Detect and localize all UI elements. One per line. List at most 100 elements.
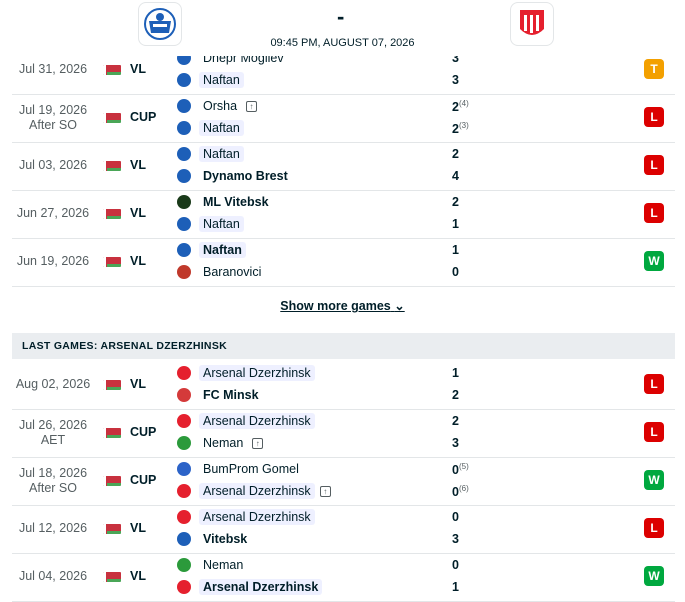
- game-date: Aug 02, 2026: [15, 377, 91, 391]
- team-logo-icon: [177, 462, 191, 476]
- belarus-flag-icon: [103, 524, 121, 534]
- match-header: - 09:45 PM, AUGUST 07, 2026: [0, 0, 685, 56]
- team-logo-icon: [177, 147, 191, 161]
- away-team[interactable]: Arsenal Dzerzhinsk: [177, 577, 323, 597]
- away-team[interactable]: FC Minsk: [177, 385, 263, 405]
- away-team[interactable]: Naftan: [177, 70, 244, 90]
- result-badge: L: [644, 422, 664, 442]
- game-row[interactable]: Jul 03, 2026 VL Naftan 2 Dynamo Brest 4 L: [12, 142, 675, 191]
- home-team[interactable]: Arsenal Dzerzhinsk: [177, 411, 315, 431]
- away-score: 3: [452, 532, 459, 546]
- away-team[interactable]: Arsenal Dzerzhinsk ↑: [177, 481, 331, 501]
- team-logo-icon: [177, 388, 191, 402]
- home-score: 0: [452, 510, 459, 524]
- game-row[interactable]: Jul 04, 2026 VL Neman 0 Arsenal Dzerzhinsk 1 W: [12, 553, 675, 602]
- home-team-logo[interactable]: [138, 2, 182, 46]
- home-team[interactable]: Naftan: [177, 144, 244, 164]
- belarus-flag-icon: [103, 380, 121, 390]
- result-badge: W: [644, 251, 664, 271]
- team-name: Naftan: [199, 146, 244, 162]
- game-date: Jul 26, 2026 AET: [18, 418, 88, 447]
- away-team[interactable]: Naftan: [177, 118, 244, 138]
- away-team[interactable]: Baranovici: [177, 262, 265, 282]
- team-name: Orsha: [203, 99, 238, 113]
- arrow-up-icon: ↑: [252, 437, 264, 449]
- belarus-flag-icon: [103, 428, 121, 438]
- game-row[interactable]: Jul 26, 2026 AET CUP Arsenal Dzerzhinsk 2 Nem…: [12, 409, 675, 458]
- home-team[interactable]: ML Vitebsk: [177, 192, 273, 212]
- home-score: 1: [452, 366, 459, 380]
- home-team[interactable]: Arsenal Dzerzhinsk: [177, 363, 315, 383]
- competition-label: VL: [130, 206, 146, 220]
- team-logo-icon: [177, 366, 191, 380]
- game-row[interactable]: Jul 19, 2026 After SO CUP Orsha ↑ 2(4) Naftan 2…: [12, 94, 675, 143]
- game-row[interactable]: Jul 18, 2026 After SO CUP BumProm Gomel 0(5)…: [12, 457, 675, 506]
- team-name: Neman: [203, 558, 244, 572]
- game-date: Jun 27, 2026: [16, 206, 90, 220]
- team-name: Arsenal Dzerzhinsk: [199, 579, 323, 595]
- game-row[interactable]: Jul 31, 2026 VL Dnepr Mogilev 3 Naftan 3 T: [12, 46, 675, 95]
- belarus-flag-icon: [103, 65, 121, 75]
- section-title: LAST GAMES: ARSENAL DZERZHINSK: [12, 333, 675, 359]
- result-badge: L: [644, 374, 664, 394]
- show-more-button[interactable]: Show more games ⌄: [0, 298, 685, 313]
- arrow-up-icon: ↑: [246, 100, 258, 112]
- competition-label: VL: [130, 521, 146, 535]
- away-team[interactable]: Vitebsk: [177, 529, 251, 549]
- away-score: 1: [452, 580, 459, 594]
- team-name: Arsenal Dzerzhinsk: [199, 365, 315, 381]
- home-team[interactable]: Orsha ↑: [177, 96, 258, 116]
- home-team[interactable]: Naftan: [177, 240, 246, 260]
- game-date: Jul 18, 2026 After SO: [18, 466, 88, 495]
- belarus-flag-icon: [103, 113, 121, 123]
- team-logo-icon: [177, 169, 191, 183]
- team-logo-icon: [177, 580, 191, 594]
- away-team-logo[interactable]: [510, 2, 554, 46]
- competition-label: CUP: [130, 425, 157, 439]
- home-score: 2(4): [452, 99, 469, 115]
- away-score: 2(3): [452, 121, 469, 137]
- game-row[interactable]: Jun 27, 2026 VL ML Vitebsk 2 Naftan 1 L: [12, 190, 675, 239]
- team-logo-icon: [177, 73, 191, 87]
- team-logo-icon: [177, 414, 191, 428]
- result-badge: L: [644, 203, 664, 223]
- score-dash: -: [337, 4, 345, 29]
- away-score: 3: [452, 436, 459, 450]
- home-score: 3: [452, 51, 459, 65]
- team-name: Arsenal Dzerzhinsk: [199, 413, 315, 429]
- competition-label: CUP: [130, 110, 157, 124]
- game-row[interactable]: Jun 19, 2026 VL Naftan 1 Baranovici 0 W: [12, 238, 675, 287]
- team-logo-icon: [177, 243, 191, 257]
- home-score: 0(5): [452, 462, 469, 478]
- home-team[interactable]: Neman: [177, 555, 247, 575]
- away-score: 1: [452, 217, 459, 231]
- home-score: 2: [452, 414, 459, 428]
- game-row[interactable]: Jul 12, 2026 VL Arsenal Dzerzhinsk 0 Vitebsk…: [12, 505, 675, 554]
- competition-label: VL: [130, 254, 146, 268]
- competition-label: VL: [130, 569, 146, 583]
- away-score: 3: [452, 73, 459, 87]
- team-name: ML Vitebsk: [203, 195, 269, 209]
- belarus-flag-icon: [103, 209, 121, 219]
- arrow-up-icon: ↑: [319, 485, 331, 497]
- competition-label: CUP: [130, 473, 157, 487]
- chevron-down-icon: ⌄: [394, 299, 405, 313]
- game-date: Jul 12, 2026: [18, 521, 88, 535]
- away-team[interactable]: Dynamo Brest: [177, 166, 292, 186]
- away-team[interactable]: Naftan: [177, 214, 244, 234]
- team-logo-icon: [177, 510, 191, 524]
- game-row[interactable]: Aug 02, 2026 VL Arsenal Dzerzhinsk 1 FC Mins…: [12, 361, 675, 410]
- team-name: Naftan: [199, 120, 244, 136]
- team-logo-icon: [177, 121, 191, 135]
- team-logo-icon: [177, 195, 191, 209]
- team-logo-icon: [177, 484, 191, 498]
- team-name: FC Minsk: [203, 388, 259, 402]
- away-score: 4: [452, 169, 459, 183]
- home-team[interactable]: BumProm Gomel: [177, 459, 303, 479]
- team-logo-icon: [177, 436, 191, 450]
- home-team[interactable]: Arsenal Dzerzhinsk: [177, 507, 315, 527]
- belarus-flag-icon: [103, 161, 121, 171]
- away-team[interactable]: Neman ↑: [177, 433, 264, 453]
- competition-label: VL: [130, 377, 146, 391]
- away-score: 0: [452, 265, 459, 279]
